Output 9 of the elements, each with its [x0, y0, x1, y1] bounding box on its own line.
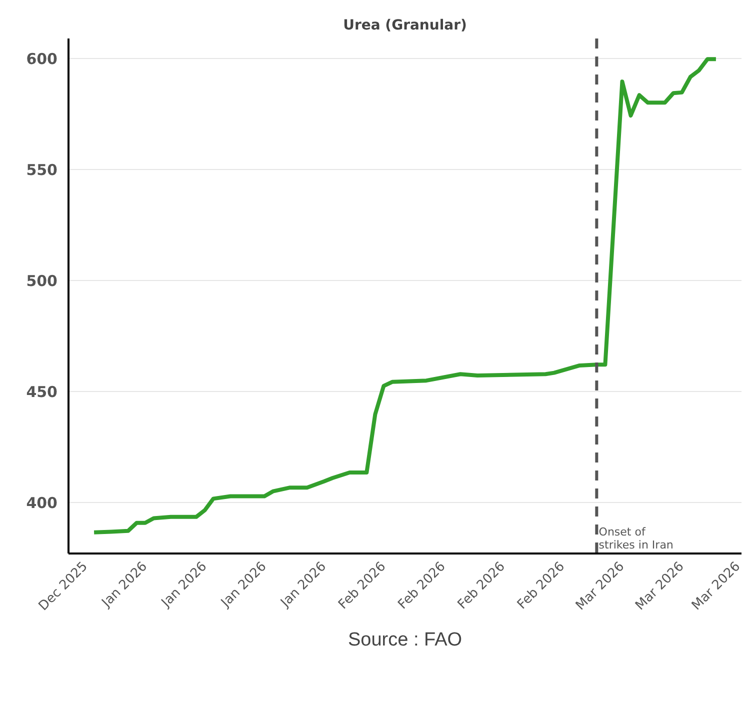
- ref-line-label: Onset of strikes in Iran: [598, 525, 674, 552]
- y-tick-label: 600: [26, 50, 58, 68]
- y-tick-label: 550: [26, 160, 58, 179]
- y-tick-label: 400: [26, 494, 58, 512]
- source-note: Source : FAO: [348, 630, 462, 650]
- y-tick-label: 450: [26, 382, 58, 401]
- y-tick-label: 500: [26, 272, 58, 290]
- chart-title: Urea (Granular): [343, 18, 467, 34]
- line-series: [92, 57, 718, 534]
